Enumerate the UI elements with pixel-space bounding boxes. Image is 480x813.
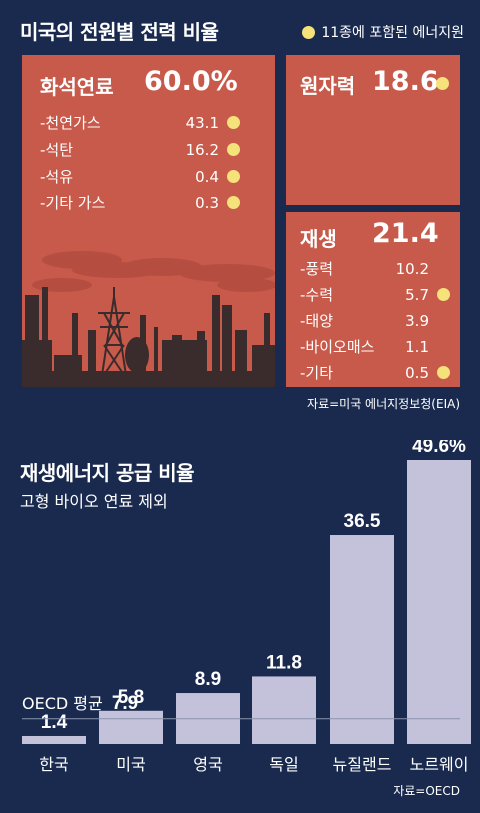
fossil-item-value: 43.1 [185,113,219,132]
category-label: 영국 [193,755,222,774]
bar-5 [407,460,471,744]
legend-dot-icon [302,25,316,39]
renewable-item: -수력 5.7 [300,284,450,305]
included-dot-icon [227,170,240,183]
fossil-item: -석유 0.4 [40,166,240,187]
fossil-item: -석탄 16.2 [40,139,240,160]
included-dot-icon [437,288,450,301]
category-label: 노르웨이 [410,755,469,774]
renewable-value: 21.4 [372,218,439,249]
fossil-item-value: 16.2 [185,140,219,159]
bar-1 [99,710,163,744]
fossil-label: 화석연료 [40,75,114,99]
renewable-label: 재생 [300,227,337,251]
renewable-item-value: 10.2 [395,259,429,278]
renewable-item-value: 3.9 [405,311,429,330]
fossil-item-name: -천연가스 [40,114,101,132]
renewable-item-name: -수력 [300,286,334,304]
category-label: 독일 [269,755,298,774]
page-title: 미국의 전원별 전력 비율 [20,20,219,44]
renewable-bar-chart: 1.4 한국 5.8 미국 8.9 영국 11.8 독일 36.5 뉴질랜드 49.6% 노르웨이 O… [22,440,471,774]
included-dot-icon [227,196,240,209]
bar-3 [252,676,316,744]
category-label: 미국 [116,755,145,774]
fossil-item-name: -석유 [40,168,74,186]
fossil-item-name: -석탄 [40,141,74,159]
bar-4 [330,535,394,744]
factory-silhouette-icon [22,251,275,387]
bar-value-label: 1.4 [41,712,68,733]
renewable-item: -기타 0.5 [300,362,450,383]
renewable-item-name: -풍력 [300,260,334,278]
renewable-item: -바이오매스 1.1 [300,336,450,357]
renewable-item-value: 5.7 [405,285,429,304]
renewable-item: -태양 3.9 [300,310,450,331]
included-dot-icon [227,116,240,129]
renewable-item-value: 1.1 [405,337,429,356]
legend: 11종에 포함된 에너지원 [302,22,464,42]
bar-value-label: 11.8 [266,652,302,673]
bar-value-label: 8.9 [195,669,221,690]
oecd-average-label: OECD 평균 7.9 [22,693,138,714]
fossil-panel: 화석연료 60.0% -천연가스 43.1 -석탄 16.2 -석유 0.4 -… [22,55,275,387]
bar-value-label: 5.8 [118,687,144,708]
fossil-item-value: 0.4 [195,167,219,186]
source-eia: 자료=미국 에너지정보청(EIA) [307,397,460,411]
legend-label: 11종에 포함된 에너지원 [321,25,464,41]
fossil-item: -천연가스 43.1 [40,112,240,133]
chart-subtitle: 고형 바이오 연료 제외 [20,492,168,511]
fossil-item-name: -기타 가스 [40,194,106,212]
renewable-item: -풍력 10.2 [300,258,450,279]
renewable-item-value: 0.5 [405,363,429,382]
source-oecd: 자료=OECD [393,784,460,798]
nuclear-label: 원자력 [300,74,356,98]
renewable-item-name: -바이오매스 [300,338,375,356]
chart-title: 재생에너지 공급 비율 [20,461,195,485]
renewable-item-name: -기타 [300,364,334,382]
included-dot-icon [227,143,240,156]
renewable-item-name: -태양 [300,312,334,330]
fossil-value: 60.0% [144,66,238,97]
bar-0 [22,735,86,744]
included-dot-icon [436,77,449,90]
bar-value-label: 49.6% [412,440,466,457]
renewable-panel: 재생 21.4 -풍력 10.2 -수력 5.7 -태양 3.9 -바이오매스 … [286,212,460,387]
category-label: 한국 [39,755,68,774]
nuclear-panel: 원자력 18.6 [286,55,460,205]
fossil-item-value: 0.3 [195,193,219,212]
category-label: 뉴질랜드 [333,755,392,774]
included-dot-icon [437,366,450,379]
bar-value-label: 36.5 [344,511,381,532]
fossil-item: -기타 가스 0.3 [40,192,240,213]
nuclear-value: 18.6 [372,66,439,97]
